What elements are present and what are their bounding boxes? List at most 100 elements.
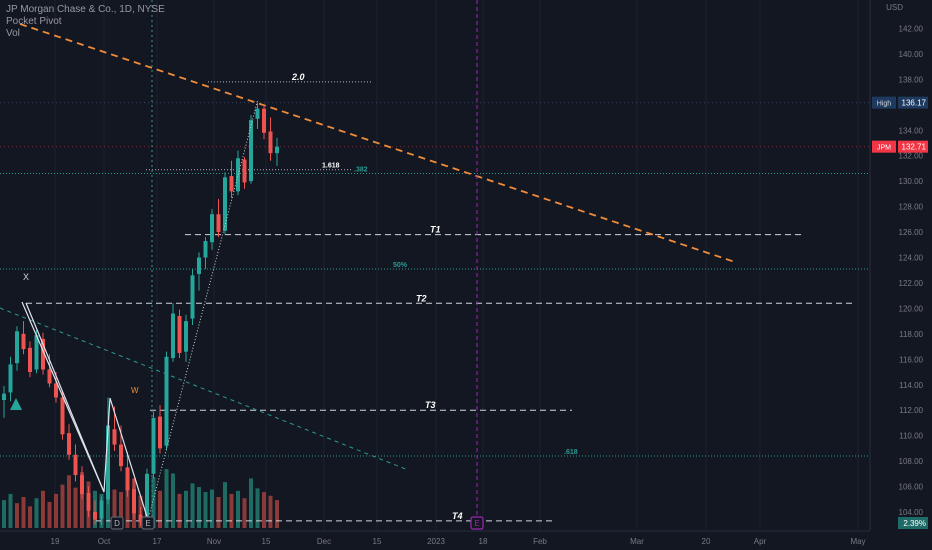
candle-body bbox=[93, 512, 97, 520]
volume-bar bbox=[21, 497, 26, 528]
volume-bar bbox=[34, 498, 39, 528]
event-marker bbox=[141, 516, 155, 530]
volume-bar bbox=[67, 475, 71, 528]
candle-body bbox=[229, 176, 234, 192]
candle-body bbox=[2, 393, 6, 401]
level-label: 2.0 bbox=[291, 72, 305, 82]
volume-bar bbox=[203, 492, 208, 528]
y-tick-label: 114.00 bbox=[899, 381, 923, 390]
level-label: 1.618 bbox=[322, 163, 340, 170]
candle-body bbox=[73, 454, 78, 476]
last-price-value: 132.71 bbox=[902, 143, 927, 152]
candle-body bbox=[99, 500, 104, 519]
candle-body bbox=[236, 158, 240, 192]
candle-body bbox=[112, 429, 117, 445]
volume-bar bbox=[210, 489, 214, 528]
change-tag-bg bbox=[898, 517, 928, 529]
level-label: .382 bbox=[354, 167, 368, 174]
volume-bar bbox=[125, 487, 130, 528]
candle-body bbox=[67, 433, 71, 455]
x-tick-label: Oct bbox=[98, 537, 111, 546]
level-label: T3 bbox=[425, 400, 436, 410]
candle-body bbox=[28, 347, 32, 373]
x-tick-label: Feb bbox=[533, 537, 547, 546]
candle-body bbox=[184, 321, 188, 352]
volume-bar bbox=[171, 473, 175, 528]
volume-bar bbox=[2, 500, 6, 528]
volume-bar bbox=[190, 483, 195, 528]
y-tick-label: 126.00 bbox=[899, 228, 924, 237]
x-tick-label: Dec bbox=[317, 537, 331, 546]
candle-body bbox=[41, 338, 45, 370]
volume-bar bbox=[47, 501, 52, 528]
pocket-pivot-marker bbox=[10, 398, 22, 410]
y-tick-label: 132.00 bbox=[899, 152, 924, 161]
pattern-line bbox=[21, 301, 105, 493]
volume-bar bbox=[275, 500, 279, 528]
volume-bar bbox=[60, 484, 65, 528]
candle-body bbox=[242, 159, 247, 183]
pattern-line bbox=[147, 98, 259, 521]
x-tick-label: May bbox=[850, 537, 865, 546]
channel-trendline bbox=[0, 307, 409, 471]
candle-body bbox=[255, 108, 260, 119]
level-label: T2 bbox=[416, 293, 427, 303]
last-price-bg bbox=[898, 140, 928, 153]
event-marker bbox=[470, 516, 484, 530]
candle-body bbox=[262, 108, 266, 133]
volume-bar bbox=[197, 487, 201, 528]
volume-bar bbox=[80, 472, 84, 528]
candle-body bbox=[54, 383, 58, 398]
candle-body bbox=[125, 467, 130, 491]
candle-body bbox=[34, 335, 39, 370]
volume-bar bbox=[236, 490, 240, 528]
y-tick-label: 116.00 bbox=[899, 355, 923, 364]
candle-body bbox=[15, 331, 19, 364]
x-tick-label: 20 bbox=[702, 537, 711, 546]
candle-body bbox=[275, 146, 279, 154]
volume-bar bbox=[255, 488, 260, 528]
volume-bar bbox=[249, 478, 253, 528]
candle-body bbox=[216, 214, 221, 233]
candle-body bbox=[80, 475, 84, 495]
candle-body bbox=[21, 333, 26, 350]
indicator-volume: Vol bbox=[6, 28, 20, 39]
x-tick-label: 17 bbox=[153, 537, 162, 546]
pattern-line bbox=[25, 302, 149, 521]
level-label: 50% bbox=[393, 262, 408, 269]
volume-bar bbox=[216, 497, 221, 528]
candle-body bbox=[132, 489, 136, 514]
volume-bar bbox=[242, 498, 247, 528]
candle-body bbox=[164, 356, 169, 446]
symbol-tag-bg bbox=[872, 140, 896, 153]
candle-body bbox=[197, 257, 201, 275]
candle-body bbox=[151, 417, 156, 474]
event-marker bbox=[110, 516, 124, 530]
volume-bar bbox=[41, 490, 45, 528]
indicator-pocket-pivot: Pocket Pivot bbox=[6, 16, 62, 27]
level-label: T1 bbox=[430, 225, 441, 235]
y-tick-label: 122.00 bbox=[899, 279, 924, 288]
volume-bar bbox=[184, 490, 188, 528]
x-tick-label: 18 bbox=[479, 537, 488, 546]
level-label: T4 bbox=[452, 511, 463, 521]
candle-body bbox=[158, 416, 162, 449]
candle-body bbox=[8, 364, 13, 393]
candle-body bbox=[249, 120, 253, 182]
candle-body bbox=[138, 514, 143, 523]
y-tick-label: 118.00 bbox=[899, 330, 923, 339]
y-tick-label: 138.00 bbox=[899, 75, 924, 84]
symbol-title: JP Morgan Chase & Co., 1D, NYSE bbox=[6, 4, 165, 15]
x-tick-label: Apr bbox=[754, 537, 767, 546]
y-tick-label: 124.00 bbox=[899, 254, 924, 263]
y-tick-label: 140.00 bbox=[899, 50, 924, 59]
high-value-bg bbox=[898, 96, 928, 109]
pattern-label-x: X bbox=[23, 272, 29, 282]
volume-bar bbox=[8, 493, 13, 528]
candle-body bbox=[86, 492, 91, 511]
y-tick-label: 130.00 bbox=[899, 177, 924, 186]
volume-bar bbox=[28, 506, 32, 528]
volume-bar bbox=[54, 493, 58, 528]
